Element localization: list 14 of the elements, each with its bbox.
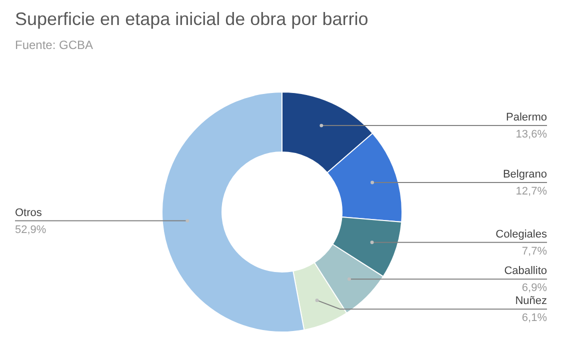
slice-label: Colegiales — [496, 228, 548, 240]
slice-label: Otros — [15, 206, 42, 219]
data-label: 52,9% — [15, 224, 46, 236]
chart-title: Superficie en etapa inicial de obra por barrio — [15, 9, 368, 29]
data-label: 6,1% — [522, 312, 548, 324]
slice-label: Caballito — [504, 265, 547, 278]
data-label: 12,7% — [516, 185, 548, 198]
slice-label: Nuñez — [515, 295, 547, 308]
data-label: 7,7% — [522, 245, 548, 258]
data-label: 6,9% — [522, 282, 548, 294]
chart-subtitle: Fuente: GCBA — [15, 38, 94, 52]
data-label: 13,6% — [516, 128, 548, 141]
slice-label: Belgrano — [502, 168, 547, 180]
slice-label: Palermo — [506, 112, 547, 124]
